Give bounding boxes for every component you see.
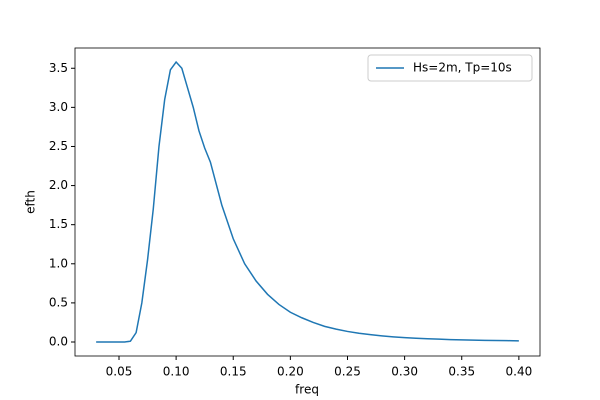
x-tick-label: 0.20: [277, 365, 304, 379]
x-tick-label: 0.25: [334, 365, 361, 379]
x-tick-label: 0.10: [163, 365, 190, 379]
y-tick-label: 0.5: [49, 295, 68, 309]
x-tick-label: 0.15: [220, 365, 247, 379]
x-tick-label: 0.35: [448, 365, 475, 379]
plot-frame: [74, 47, 541, 357]
line: [96, 60, 519, 343]
y-tick-label: 1.0: [49, 256, 68, 270]
y-tick-label: 1.5: [49, 217, 68, 231]
y-tick-label: 2.0: [49, 178, 68, 192]
y-tick-label: 3.5: [49, 61, 68, 75]
y-tick-label: 2.5: [49, 139, 68, 153]
y-tick-label: 3.0: [49, 100, 68, 114]
y-tick-label: 0.0: [49, 335, 68, 349]
y-axis-label: efth: [24, 190, 38, 214]
x-axis-label: freq: [295, 383, 319, 397]
x-tick-label: 0.05: [106, 365, 133, 379]
legend-box: [367, 54, 533, 82]
x-tick-label: 0.40: [506, 365, 533, 379]
x-tick-label: 0.30: [391, 365, 418, 379]
legend-label: Hs=2m, Tp=10s: [413, 61, 512, 75]
